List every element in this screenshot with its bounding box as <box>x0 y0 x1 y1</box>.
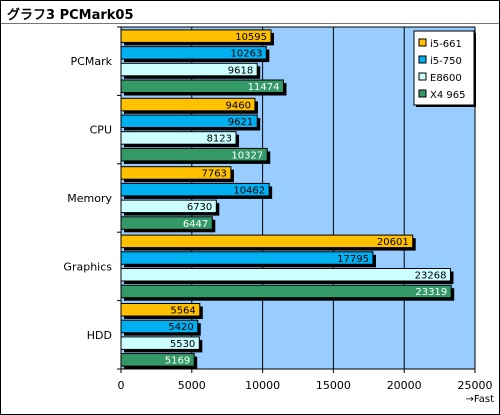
x-tick-label: 0 <box>118 379 125 392</box>
data-label: 23268 <box>415 271 447 282</box>
title-bar: グラフ3 PCMark05 <box>1 1 499 24</box>
x-tick-label: 10000 <box>245 379 280 392</box>
bar <box>120 251 374 265</box>
bar <box>120 234 414 249</box>
data-label: 6447 <box>183 219 208 230</box>
data-label: 5530 <box>170 339 195 350</box>
legend-label: i5-661 <box>430 39 462 50</box>
bar <box>120 182 270 197</box>
bar <box>120 166 232 180</box>
plot-border <box>120 26 476 370</box>
chart-title: グラフ3 PCMark05 <box>7 8 134 23</box>
data-label: 23319 <box>415 287 447 298</box>
bar <box>120 79 284 93</box>
data-label: 5564 <box>170 306 195 317</box>
bar <box>120 353 195 367</box>
bar <box>120 114 258 128</box>
data-label: 10462 <box>233 185 265 196</box>
data-label: 5420 <box>168 322 193 333</box>
data-label: 11474 <box>248 82 280 93</box>
data-label: 9618 <box>228 65 253 76</box>
legend-label: i5-750 <box>430 56 462 67</box>
bar <box>120 29 272 43</box>
data-label: 9621 <box>228 117 253 128</box>
data-label: 8123 <box>207 134 232 145</box>
bar <box>120 199 217 214</box>
bar <box>120 268 451 282</box>
legend-swatch <box>418 55 427 64</box>
data-label: 5169 <box>165 356 190 367</box>
bar <box>120 303 201 317</box>
legend-label: X4 965 <box>430 90 465 101</box>
x-tick-label: 5000 <box>178 379 206 392</box>
category-label: Graphics <box>63 260 112 273</box>
data-label: 7763 <box>201 169 226 180</box>
legend-swatch <box>418 72 427 81</box>
bar <box>120 319 199 334</box>
bar <box>120 131 237 145</box>
bar <box>120 284 452 299</box>
x-tick-label: 15000 <box>316 379 351 392</box>
category-label: CPU <box>90 124 112 137</box>
x-tick-label: 25000 <box>458 379 493 392</box>
bar <box>120 46 267 60</box>
legend-label: E8600 <box>430 73 462 84</box>
x-tick-label: 20000 <box>387 379 422 392</box>
x-direction-label: →Fast <box>466 394 495 405</box>
bar <box>120 336 200 350</box>
bar <box>120 216 213 230</box>
legend-swatch <box>418 89 427 98</box>
legend-swatch <box>418 38 427 47</box>
data-label: 6730 <box>187 202 212 213</box>
data-label: 17795 <box>337 254 369 265</box>
data-label: 10263 <box>231 49 263 60</box>
bar <box>120 62 258 77</box>
data-label: 10595 <box>235 32 267 43</box>
category-label: HDD <box>87 329 112 342</box>
bar <box>120 97 256 112</box>
bar <box>120 147 268 162</box>
data-label: 20601 <box>377 237 409 248</box>
data-label: 9460 <box>226 100 251 111</box>
category-label: PCMark <box>71 55 113 68</box>
data-label: 10327 <box>231 150 263 161</box>
category-label: Memory <box>67 192 112 205</box>
